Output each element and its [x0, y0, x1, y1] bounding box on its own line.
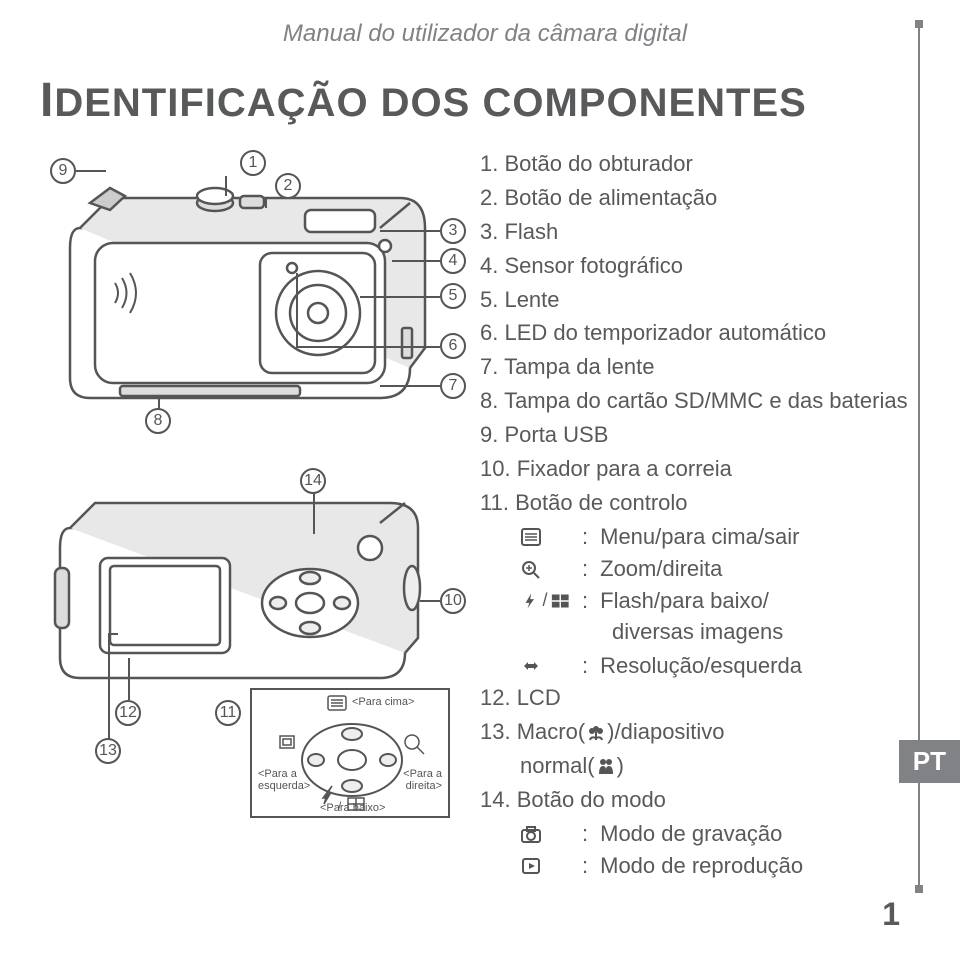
diagram-column: 9 1 2 3 4 5 6 7 8: [40, 148, 470, 882]
sub-label: Modo de reprodução: [600, 850, 930, 882]
dir-up-label: <Para cima>: [352, 696, 414, 708]
language-badge: PT: [899, 740, 960, 783]
sub-label-cont: diversas imagens: [480, 616, 930, 648]
dir-right-label-1: <Para a: [403, 768, 442, 780]
sub-item-resolution: : Resolução/esquerda: [480, 650, 930, 682]
sub-label: Zoom/direita: [600, 553, 930, 585]
header-text: Manual do utilizador da câmara digital: [40, 20, 930, 48]
title-rest: DENTIFICAÇÃO DOS COMPONENTES: [54, 81, 806, 125]
play-icon: [520, 856, 542, 876]
dir-left-label-2: esquerda>: [258, 780, 310, 792]
page-title: IDENTIFICAÇÃO DOS COMPONENTES: [40, 73, 930, 128]
list-item: 6. LED do temporizador automático: [480, 317, 930, 349]
dpad-detail-svg: /: [252, 690, 452, 820]
leader: [76, 170, 106, 172]
list-item: 2. Botão de alimentação: [480, 182, 930, 214]
callout-4: 4: [440, 248, 466, 274]
callout-7: 7: [440, 373, 466, 399]
sub-item-record: : Modo de gravação: [480, 818, 930, 850]
list-item: 7. Tampa da lente: [480, 351, 930, 383]
camera-front-diagram: 9 1 2 3 4 5 6 7 8: [40, 148, 470, 448]
sub-item-playback: : Modo de reprodução: [480, 850, 930, 882]
camera-icon: [520, 824, 542, 844]
list-item: 1. Botão do obturador: [480, 148, 930, 180]
normal-text: normal(: [520, 750, 595, 782]
leader: [108, 633, 118, 635]
control-direction-box: / <Para cima> <Para a esquerda> <Para a …: [250, 688, 450, 818]
sub-item-menu: : Menu/para cima/sair: [480, 521, 930, 553]
list-item: 9. Porta USB: [480, 419, 930, 451]
leader: [360, 296, 440, 298]
sub-label: Modo de gravação: [600, 818, 930, 850]
list-item: 10. Fixador para a correia: [480, 453, 930, 485]
sub-item-flash: / : Flash/para baixo/: [480, 585, 930, 617]
dir-left-label-1: <Para a: [258, 768, 297, 780]
leader: [313, 494, 315, 534]
sub-item-zoom: : Zoom/direita: [480, 553, 930, 585]
camera-front-svg: [40, 148, 470, 448]
flash-icon: [520, 591, 540, 611]
macro-text: )/diapositivo: [607, 716, 724, 748]
callout-6: 6: [440, 333, 466, 359]
list-item: 8. Tampa do cartão SD/MMC e das baterias: [480, 385, 930, 417]
leader: [108, 633, 110, 739]
callout-13: 13: [95, 738, 121, 764]
leader: [225, 176, 227, 196]
list-item: 5. Lente: [480, 284, 930, 316]
callout-9: 9: [50, 158, 76, 184]
sub-label: Resolução/esquerda: [600, 650, 930, 682]
callout-12: 12: [115, 700, 141, 726]
callout-10: 10: [440, 588, 466, 614]
callout-14: 14: [300, 468, 326, 494]
callout-11: 11: [215, 700, 241, 726]
list-item: 3. Flash: [480, 216, 930, 248]
callout-8: 8: [145, 408, 171, 434]
dir-down-label: <Para baixo>: [320, 802, 385, 814]
title-initial: I: [40, 74, 54, 127]
page-number: 1: [882, 896, 900, 933]
menu-icon: [520, 527, 542, 547]
list-item-macro: 13. Macro( )/diapositivo: [480, 716, 930, 748]
list-item: 4. Sensor fotográfico: [480, 250, 930, 282]
list-item: 14. Botão do modo: [480, 784, 930, 816]
leader: [392, 260, 440, 262]
sub-label: Menu/para cima/sair: [600, 521, 930, 553]
sub-label: Flash/para baixo/: [600, 585, 930, 617]
callout-3: 3: [440, 218, 466, 244]
leader: [380, 385, 440, 387]
camera-back-diagram: 14 10 11 12 13: [40, 468, 470, 828]
zoom-icon: [520, 559, 542, 579]
callout-1: 1: [240, 150, 266, 176]
macro-flower-icon: [585, 722, 607, 742]
people-icon: [595, 756, 617, 776]
list-item-normal: normal( ): [480, 750, 930, 782]
dir-right-label-2: direita>: [406, 780, 442, 792]
normal-text: ): [617, 750, 624, 782]
leader: [265, 198, 267, 208]
leader: [420, 600, 440, 602]
leader: [128, 658, 130, 700]
leader: [296, 273, 298, 348]
callout-2: 2: [275, 173, 301, 199]
macro-text: 13. Macro(: [480, 716, 585, 748]
callout-5: 5: [440, 283, 466, 309]
resolution-icon: [520, 656, 542, 676]
list-item: 12. LCD: [480, 682, 930, 714]
manual-page: Manual do utilizador da câmara digital I…: [0, 0, 960, 953]
content-row: 9 1 2 3 4 5 6 7 8: [40, 148, 930, 882]
multi-icon: [550, 591, 570, 611]
leader: [380, 230, 440, 232]
list-item: 11. Botão de controlo: [480, 487, 930, 519]
leader: [158, 396, 160, 410]
leader: [296, 346, 440, 348]
component-list: 1. Botão do obturador 2. Botão de alimen…: [480, 148, 930, 882]
